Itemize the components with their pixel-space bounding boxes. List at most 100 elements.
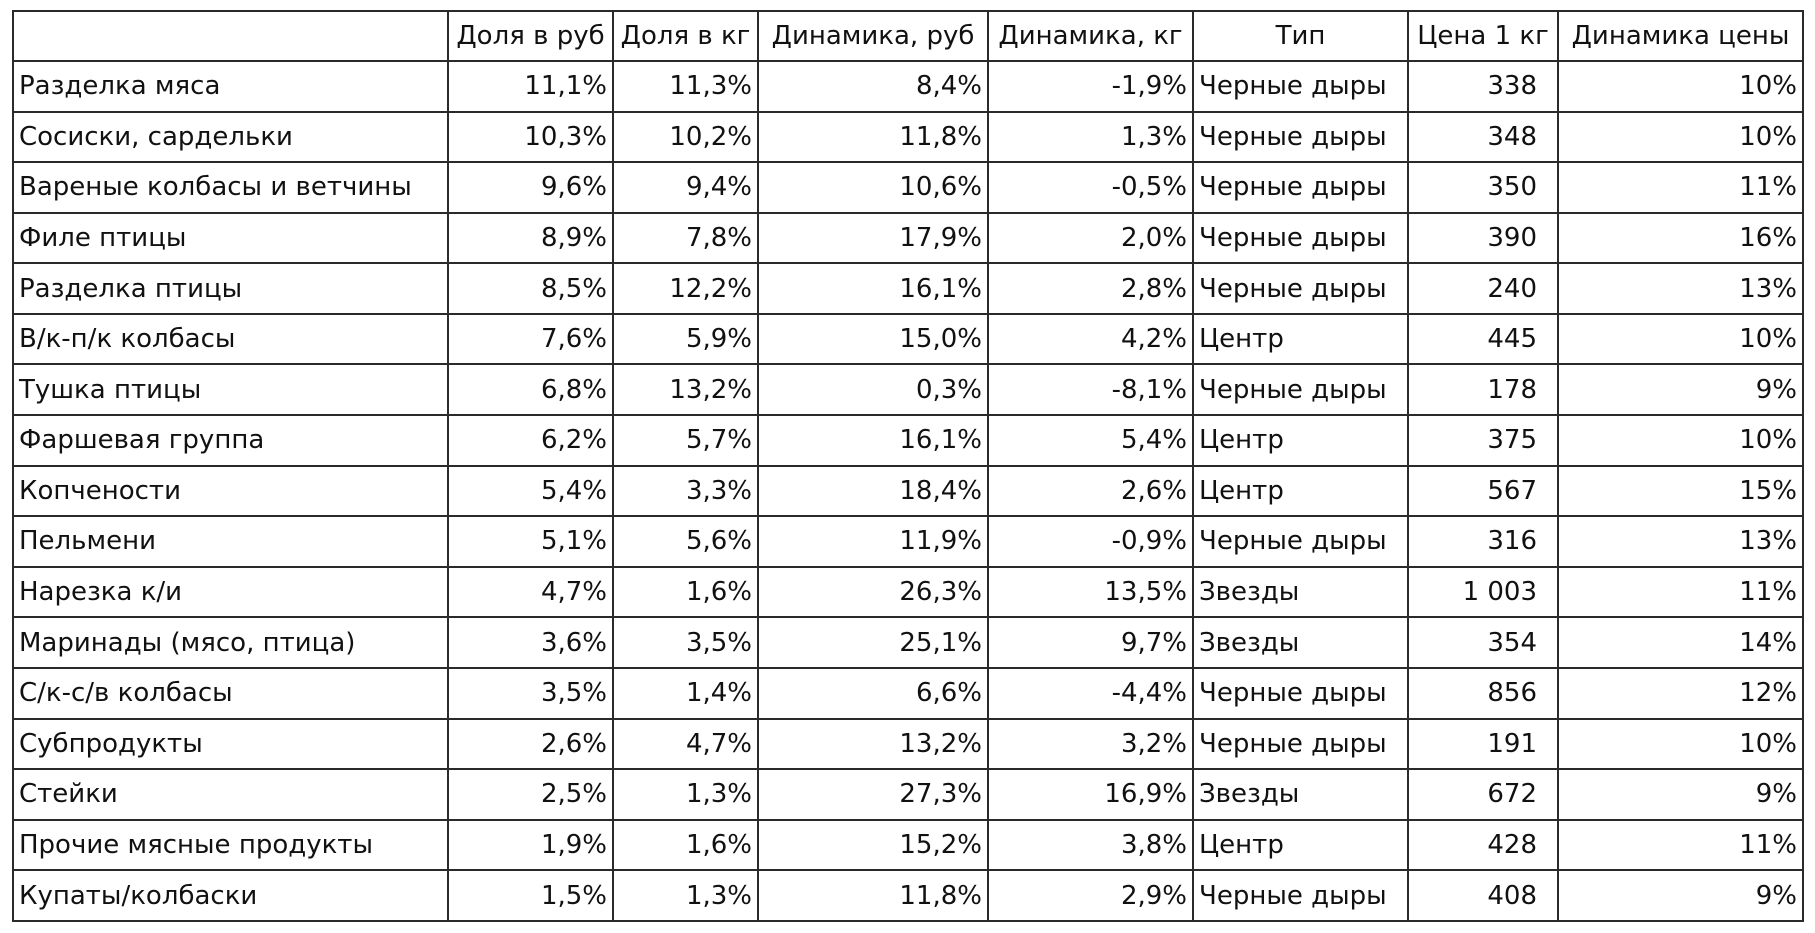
cell-share-kg: 1,6% xyxy=(612,565,759,619)
data-table: Доля в руб Доля в кг Динамика, руб Динам… xyxy=(12,10,1804,922)
cell-price-dynamics: 10% xyxy=(1557,717,1804,771)
cell-price-dynamics: 12% xyxy=(1557,666,1804,720)
cell-price-per-kg: 191 xyxy=(1407,717,1559,771)
cell-price-dynamics: 13% xyxy=(1557,515,1804,568)
table-row: Стейки 2,5% 1,3% 27,3% 16,9% Звезды 672 9% xyxy=(12,768,1804,821)
cell-price-per-kg: 350 xyxy=(1407,161,1559,214)
cell-price-dynamics: 10% xyxy=(1557,414,1804,467)
cell-type: Черные дыры xyxy=(1192,717,1409,771)
table-row: Разделка мяса 11,1% 11,3% 8,4% -1,9% Черные д… xyxy=(12,60,1804,113)
cell-share-kg: 5,9% xyxy=(612,312,759,366)
cell-type: Черные дыры xyxy=(1192,666,1409,720)
cell-price-dynamics: 9% xyxy=(1557,768,1804,821)
cell-price-per-kg: 567 xyxy=(1407,464,1559,518)
cell-share-kg: 5,7% xyxy=(612,414,759,467)
table-row: Разделка птицы 8,5% 12,2% 16,1% 2,8% Черные д… xyxy=(12,262,1804,315)
cell-share-rub: 5,1% xyxy=(447,515,614,568)
cell-share-rub: 1,5% xyxy=(447,869,614,922)
cell-share-kg: 1,6% xyxy=(612,818,759,872)
table-row: Маринады (мясо, птица) 3,6% 3,5% 25,1% 9,7% З… xyxy=(12,616,1804,669)
cell-dynamics-rub: 10,6% xyxy=(757,161,989,214)
cell-share-rub: 4,7% xyxy=(447,565,614,619)
cell-dynamics-rub: 11,8% xyxy=(757,869,989,922)
table-row: Пельмени 5,1% 5,6% 11,9% -0,9% Черные дыры 316… xyxy=(12,515,1804,568)
cell-type: Центр xyxy=(1192,414,1409,467)
cell-type: Черные дыры xyxy=(1192,262,1409,315)
cell-category: Разделка птицы xyxy=(12,262,449,315)
cell-price-per-kg: 408 xyxy=(1407,869,1559,922)
cell-category: Прочие мясные продукты xyxy=(12,818,449,872)
cell-price-per-kg: 354 xyxy=(1407,616,1559,669)
cell-price-dynamics: 16% xyxy=(1557,211,1804,265)
table-row: Фаршевая группа 6,2% 5,7% 16,1% 5,4% Центр 375… xyxy=(12,414,1804,467)
cell-type: Черные дыры xyxy=(1192,869,1409,922)
cell-price-per-kg: 375 xyxy=(1407,414,1559,467)
cell-share-rub: 9,6% xyxy=(447,161,614,214)
cell-price-dynamics: 9% xyxy=(1557,869,1804,922)
cell-category: Стейки xyxy=(12,768,449,821)
cell-dynamics-kg: 3,8% xyxy=(987,818,1194,872)
cell-dynamics-rub: 25,1% xyxy=(757,616,989,669)
cell-category: Разделка мяса xyxy=(12,60,449,113)
cell-category: Сосиски, сардельки xyxy=(12,110,449,164)
cell-category: Тушка птицы xyxy=(12,363,449,417)
cell-share-kg: 9,4% xyxy=(612,161,759,214)
cell-dynamics-kg: 3,2% xyxy=(987,717,1194,771)
cell-dynamics-kg: -0,9% xyxy=(987,515,1194,568)
cell-type: Звезды xyxy=(1192,565,1409,619)
table-row: Купаты/колбаски 1,5% 1,3% 11,8% 2,9% Черные д… xyxy=(12,869,1804,922)
cell-price-dynamics: 10% xyxy=(1557,312,1804,366)
cell-category: Копчености xyxy=(12,464,449,518)
header-cell-dynamics-kg: Динамика, кг xyxy=(987,10,1194,62)
cell-price-dynamics: 9% xyxy=(1557,363,1804,417)
cell-price-per-kg: 178 xyxy=(1407,363,1559,417)
table-row: Прочие мясные продукты 1,9% 1,6% 15,2% 3,8% Ц… xyxy=(12,818,1804,872)
cell-share-kg: 1,3% xyxy=(612,869,759,922)
cell-type: Центр xyxy=(1192,464,1409,518)
cell-dynamics-rub: 16,1% xyxy=(757,414,989,467)
cell-price-per-kg: 240 xyxy=(1407,262,1559,315)
cell-dynamics-kg: -1,9% xyxy=(987,60,1194,113)
cell-price-per-kg: 316 xyxy=(1407,515,1559,568)
cell-share-kg: 3,5% xyxy=(612,616,759,669)
cell-type: Центр xyxy=(1192,312,1409,366)
cell-type: Черные дыры xyxy=(1192,363,1409,417)
cell-category: Маринады (мясо, птица) xyxy=(12,616,449,669)
cell-share-rub: 2,5% xyxy=(447,768,614,821)
cell-dynamics-rub: 15,2% xyxy=(757,818,989,872)
cell-dynamics-kg: -8,1% xyxy=(987,363,1194,417)
cell-category: Нарезка к/и xyxy=(12,565,449,619)
table-row: Филе птицы 8,9% 7,8% 17,9% 2,0% Черные дыры 39… xyxy=(12,211,1804,265)
header-cell-share-kg: Доля в кг xyxy=(612,10,759,62)
table-row: Субпродукты 2,6% 4,7% 13,2% 3,2% Черные дыры 1… xyxy=(12,717,1804,771)
cell-share-kg: 1,4% xyxy=(612,666,759,720)
cell-category: С/к-с/в колбасы xyxy=(12,666,449,720)
cell-share-kg: 10,2% xyxy=(612,110,759,164)
cell-share-rub: 7,6% xyxy=(447,312,614,366)
cell-price-dynamics: 10% xyxy=(1557,60,1804,113)
cell-category: Пельмени xyxy=(12,515,449,568)
cell-share-rub: 1,9% xyxy=(447,818,614,872)
header-cell-category xyxy=(12,10,449,62)
cell-dynamics-rub: 27,3% xyxy=(757,768,989,821)
cell-dynamics-kg: 2,9% xyxy=(987,869,1194,922)
cell-type: Звезды xyxy=(1192,616,1409,669)
cell-type: Звезды xyxy=(1192,768,1409,821)
cell-dynamics-kg: -4,4% xyxy=(987,666,1194,720)
header-row: Доля в руб Доля в кг Динамика, руб Динам… xyxy=(12,10,1804,62)
cell-dynamics-kg: 2,8% xyxy=(987,262,1194,315)
cell-share-rub: 6,8% xyxy=(447,363,614,417)
cell-category: Купаты/колбаски xyxy=(12,869,449,922)
cell-category: Субпродукты xyxy=(12,717,449,771)
cell-share-kg: 7,8% xyxy=(612,211,759,265)
table-row: Вареные колбасы и ветчины 9,6% 9,4% 10,6% -0… xyxy=(12,161,1804,214)
cell-dynamics-kg: 2,0% xyxy=(987,211,1194,265)
cell-price-dynamics: 11% xyxy=(1557,161,1804,214)
cell-price-dynamics: 13% xyxy=(1557,262,1804,315)
cell-share-rub: 2,6% xyxy=(447,717,614,771)
cell-dynamics-rub: 26,3% xyxy=(757,565,989,619)
cell-dynamics-kg: 16,9% xyxy=(987,768,1194,821)
cell-dynamics-kg: 13,5% xyxy=(987,565,1194,619)
cell-share-kg: 13,2% xyxy=(612,363,759,417)
cell-dynamics-kg: 5,4% xyxy=(987,414,1194,467)
